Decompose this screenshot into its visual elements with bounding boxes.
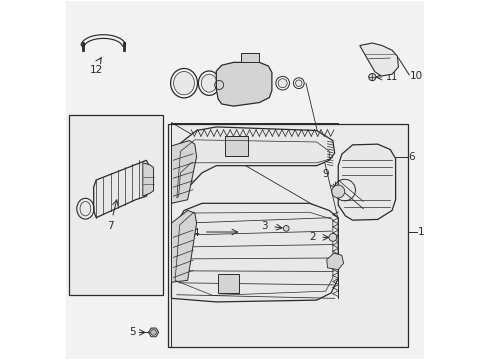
- Polygon shape: [172, 127, 335, 203]
- Bar: [168, 125, 408, 347]
- Circle shape: [332, 185, 344, 198]
- Polygon shape: [172, 203, 338, 302]
- Polygon shape: [327, 253, 343, 270]
- Text: 4: 4: [193, 228, 199, 238]
- Ellipse shape: [368, 73, 376, 81]
- Polygon shape: [242, 53, 259, 62]
- Polygon shape: [143, 163, 153, 196]
- Text: 8: 8: [203, 81, 210, 91]
- Ellipse shape: [173, 72, 195, 95]
- Circle shape: [151, 329, 156, 335]
- Text: 2: 2: [309, 232, 316, 242]
- Text: 12: 12: [90, 64, 103, 75]
- Text: 1: 1: [418, 227, 425, 237]
- Text: 10: 10: [410, 71, 423, 81]
- Ellipse shape: [278, 79, 287, 87]
- Polygon shape: [338, 144, 395, 220]
- Text: 5: 5: [129, 327, 135, 337]
- Polygon shape: [94, 160, 150, 218]
- Polygon shape: [148, 328, 159, 337]
- Polygon shape: [172, 211, 196, 282]
- Text: 6: 6: [408, 152, 415, 162]
- Ellipse shape: [80, 202, 91, 216]
- Ellipse shape: [295, 80, 302, 86]
- Ellipse shape: [283, 226, 289, 231]
- Bar: [218, 274, 239, 293]
- Bar: [69, 116, 163, 295]
- Text: 9: 9: [322, 169, 329, 179]
- Polygon shape: [360, 43, 398, 76]
- Text: 3: 3: [261, 221, 268, 231]
- Polygon shape: [172, 140, 196, 203]
- Ellipse shape: [201, 74, 217, 92]
- Ellipse shape: [329, 233, 337, 241]
- Bar: [225, 136, 247, 156]
- Text: 7: 7: [107, 221, 114, 231]
- Polygon shape: [216, 62, 272, 106]
- Text: 11: 11: [386, 72, 398, 82]
